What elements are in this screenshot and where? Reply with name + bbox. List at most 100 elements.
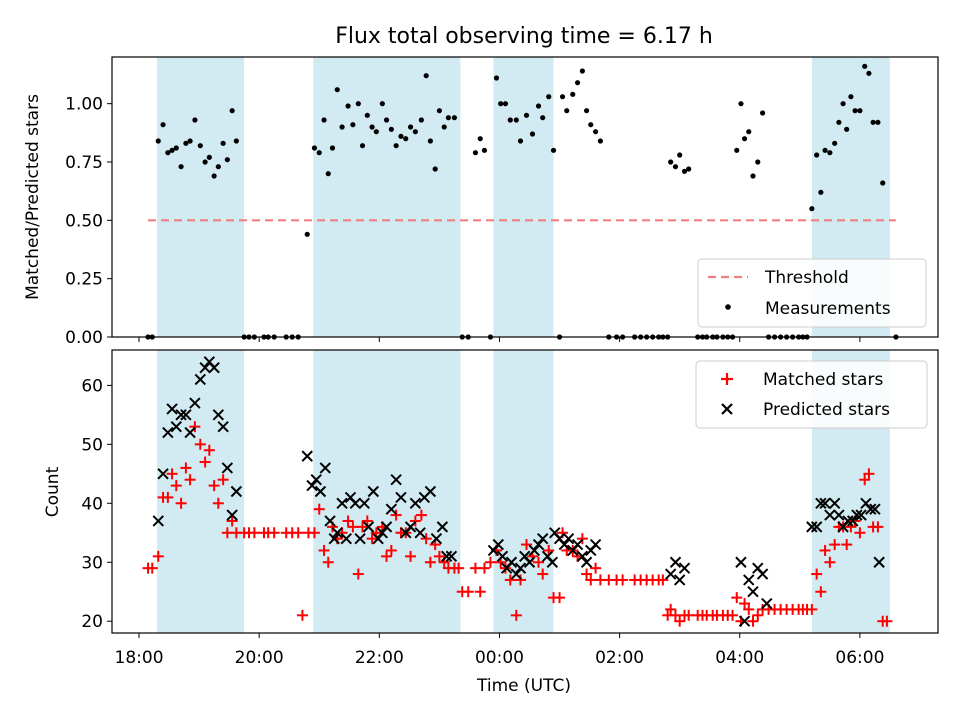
predicted-star-stroke bbox=[314, 485, 327, 498]
measurement-point bbox=[379, 101, 385, 107]
predicted-star-stroke bbox=[414, 527, 426, 539]
measurement-point bbox=[592, 129, 599, 135]
predicted-star-point bbox=[669, 556, 682, 568]
matched-star-point bbox=[170, 480, 182, 492]
predicted-star-stroke bbox=[761, 597, 773, 610]
predicted-star-point bbox=[162, 426, 174, 439]
matched-star-point bbox=[806, 603, 818, 615]
bottom-y-axis-label: Count bbox=[43, 466, 63, 517]
predicted-star-point bbox=[833, 509, 845, 521]
measurement-point bbox=[513, 117, 519, 123]
predicted-star-stroke bbox=[518, 550, 531, 563]
measurement-point bbox=[373, 129, 379, 135]
measurement-point bbox=[677, 152, 683, 158]
matched-legend-label: Matched stars bbox=[763, 370, 883, 390]
x-tick-label: 04:00 bbox=[715, 648, 764, 668]
measurement-point bbox=[224, 157, 230, 163]
measurement-point bbox=[432, 166, 438, 172]
measurement-point bbox=[169, 147, 175, 153]
measurement-point bbox=[672, 164, 679, 170]
predicted-star-stroke bbox=[576, 550, 589, 563]
matched-star-point bbox=[292, 527, 304, 539]
predicted-star-point bbox=[414, 527, 426, 539]
measurement-point bbox=[686, 166, 692, 172]
measurements-legend-label: Measurements bbox=[765, 299, 891, 319]
predicted-star-stroke bbox=[756, 568, 769, 580]
predicted-star-stroke bbox=[390, 474, 402, 486]
predicted-star-stroke bbox=[430, 532, 443, 545]
predicted-star-point bbox=[492, 538, 504, 551]
measurement-point bbox=[755, 159, 761, 165]
measurement-point bbox=[579, 68, 585, 74]
predicted-star-point bbox=[362, 521, 375, 533]
matched-star-point bbox=[212, 497, 224, 509]
predicted-star-point bbox=[208, 361, 220, 374]
matched-star-point bbox=[815, 586, 827, 598]
measurement-point bbox=[840, 101, 846, 107]
matched-star-point bbox=[166, 468, 178, 480]
predicted-star-point bbox=[747, 586, 759, 598]
predicted-star-point bbox=[528, 544, 541, 557]
observing-window-band bbox=[313, 57, 461, 337]
matched-star-point bbox=[739, 598, 751, 610]
bottom-panel: 20 30 40 50 60 18:00 20:00 22:00 00:00 02:00 04:00… bbox=[43, 349, 939, 696]
predicted-star-stroke bbox=[436, 521, 449, 533]
measurement-point bbox=[880, 180, 886, 186]
measurement-point bbox=[472, 150, 479, 156]
predicted-star-point bbox=[664, 568, 677, 580]
predicted-star-point bbox=[170, 420, 182, 433]
measurement-point bbox=[734, 147, 740, 153]
predicted-star-stroke bbox=[349, 497, 362, 509]
predicted-star-point bbox=[331, 527, 343, 539]
predicted-star-point bbox=[756, 568, 769, 580]
predicted-star-point bbox=[537, 532, 549, 545]
measurement-point bbox=[388, 126, 394, 132]
measurement-point bbox=[202, 159, 208, 165]
matched-star-point bbox=[453, 562, 465, 574]
measurement-point bbox=[546, 94, 552, 100]
predicted-star-stroke bbox=[331, 527, 343, 539]
matched-star-point bbox=[433, 550, 445, 562]
matched-star-point bbox=[322, 556, 334, 568]
measurement-point bbox=[412, 129, 418, 135]
matched-star-point bbox=[504, 574, 516, 586]
predicted-star-stroke bbox=[546, 556, 559, 568]
matched-star-point bbox=[409, 515, 421, 527]
measurement-point bbox=[441, 124, 447, 130]
matched-star-point bbox=[881, 615, 893, 627]
y-tick-label: 1.00 bbox=[65, 95, 103, 115]
top-axes-frame bbox=[111, 56, 939, 338]
measurement-point bbox=[535, 103, 542, 109]
measurement-point bbox=[493, 75, 500, 81]
predicted-star-point bbox=[221, 462, 234, 474]
predicted-star-stroke bbox=[747, 586, 759, 598]
predicted-star-stroke bbox=[851, 509, 863, 521]
predicted-star-point bbox=[576, 550, 589, 563]
predicted-star-point bbox=[580, 556, 593, 568]
measurement-point bbox=[364, 112, 370, 118]
measurement-point bbox=[329, 145, 336, 151]
matched-star-point bbox=[872, 521, 884, 533]
predicted-star-stroke bbox=[170, 420, 182, 433]
measurement-point bbox=[852, 108, 858, 114]
measurement-point bbox=[211, 173, 217, 179]
measurement-point bbox=[498, 101, 504, 107]
predicted-star-stroke bbox=[409, 497, 422, 509]
matched-star-point bbox=[554, 592, 566, 604]
measurement-point bbox=[550, 147, 557, 153]
predicted-star-point bbox=[510, 568, 522, 580]
predicted-star-stroke bbox=[157, 468, 169, 480]
matched-star-point bbox=[478, 562, 490, 574]
predicted-star-point bbox=[385, 503, 398, 515]
observing-window-band bbox=[157, 350, 245, 633]
predicted-star-stroke bbox=[344, 491, 357, 504]
predicted-star-stroke bbox=[203, 356, 216, 368]
predicted-star-stroke bbox=[562, 532, 575, 545]
predicted-star-stroke bbox=[819, 497, 831, 509]
matched-star-point bbox=[152, 550, 164, 562]
predicted-star-stroke bbox=[855, 509, 867, 521]
measurement-point bbox=[418, 117, 424, 123]
predicted-star-point bbox=[558, 538, 571, 551]
measurement-point bbox=[759, 110, 766, 116]
predicted-star-point bbox=[395, 491, 407, 504]
